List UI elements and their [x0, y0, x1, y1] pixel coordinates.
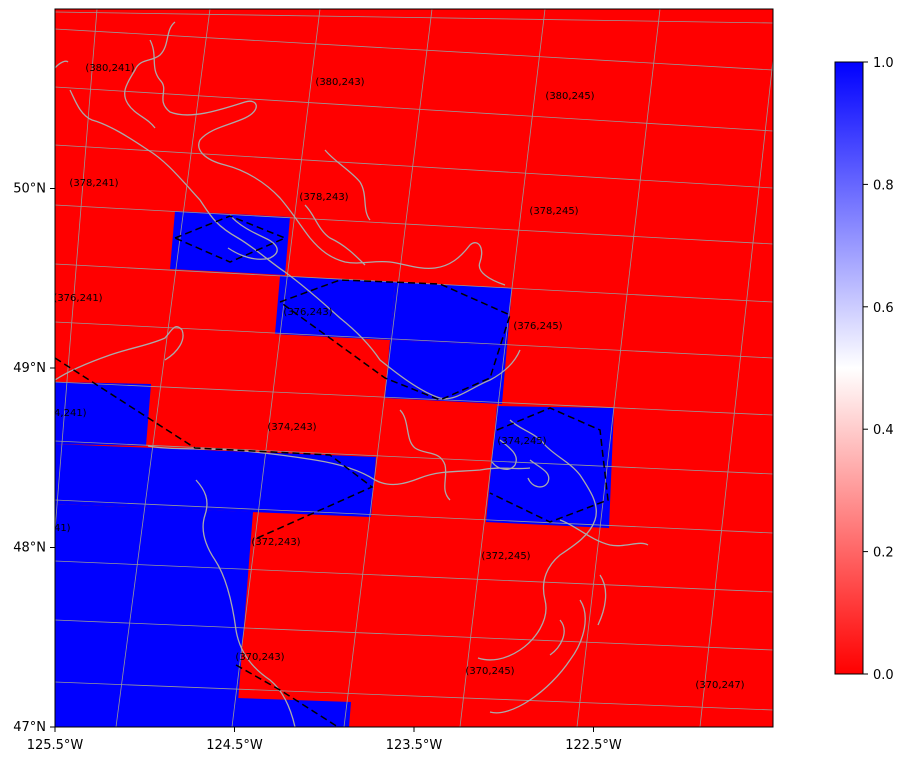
cell-label: (376,241) [53, 293, 102, 304]
colorbar-tick-label: 0.2 [873, 546, 894, 561]
blue-cell [55, 382, 151, 446]
y-tick-label: 50°N [13, 182, 46, 197]
blue-cell [55, 444, 376, 517]
y-tick-label: 47°N [13, 720, 46, 735]
x-tick-label: 125.5°W [27, 738, 84, 753]
x-tick-label: 122.5°W [565, 738, 622, 753]
cell-label: (370,241) [5, 638, 54, 649]
x-tick-label: 123.5°W [386, 738, 443, 753]
colorbar-tick-label: 0.0 [873, 668, 894, 683]
cell-label: (370,245) [465, 666, 514, 677]
cell-label: (376,245) [513, 321, 562, 332]
cell-label: (378,241) [69, 178, 118, 189]
blue-cell [390, 282, 512, 346]
blue-cell [236, 698, 351, 727]
colorbar-tick-label: 0.8 [873, 178, 894, 193]
cell-label: (376,243) [283, 307, 332, 318]
cell-label: (374,243) [267, 422, 316, 433]
cell-labels: (380,241) (380,243) (380,245) (378,241) (378… [5, 63, 745, 691]
grid-lines [55, 9, 773, 727]
cell-label: (370,247) [695, 680, 744, 691]
blue-cell [275, 276, 395, 340]
x-axis-ticks: 125.5°W 124.5°W 123.5°W 122.5°W [27, 727, 622, 753]
cell-label: (370,243) [235, 652, 284, 663]
cell-label: (372,243) [251, 537, 300, 548]
dashed-borders [55, 215, 609, 727]
blue-cell [385, 340, 507, 404]
blue-cells [55, 211, 614, 727]
y-tick-label: 49°N [13, 361, 46, 376]
colorbar-ticks: 0.0 0.2 0.4 0.6 0.8 1.0 [863, 56, 894, 683]
coastlines [55, 21, 649, 727]
colorbar-tick-label: 1.0 [873, 56, 894, 71]
x-tick-label: 124.5°W [206, 738, 263, 753]
map-area: (380,241) (380,243) (380,245) (378,241) (378… [5, 9, 773, 727]
cell-label: (380,245) [545, 91, 594, 102]
colorbar-tick-label: 0.4 [873, 423, 894, 438]
cell-label: (378,245) [529, 206, 578, 217]
y-axis-ticks: 47°N 48°N 49°N 50°N [13, 182, 55, 735]
blue-cell [55, 504, 253, 727]
cell-label: (372,245) [481, 551, 530, 562]
cell-label: (380,241) [85, 63, 134, 74]
colorbar-gradient [834, 61, 864, 675]
colorbar: 0.0 0.2 0.4 0.6 0.8 1.0 [834, 56, 894, 683]
blue-cell [486, 406, 614, 528]
cell-label: (374,241) [37, 408, 86, 419]
cell-label: (378,243) [299, 192, 348, 203]
cell-label: (374,245) [497, 436, 546, 447]
y-tick-label: 48°N [13, 541, 46, 556]
cell-label: (380,243) [315, 77, 364, 88]
colorbar-tick-label: 0.6 [873, 301, 894, 316]
cell-label: (372,241) [21, 523, 70, 534]
